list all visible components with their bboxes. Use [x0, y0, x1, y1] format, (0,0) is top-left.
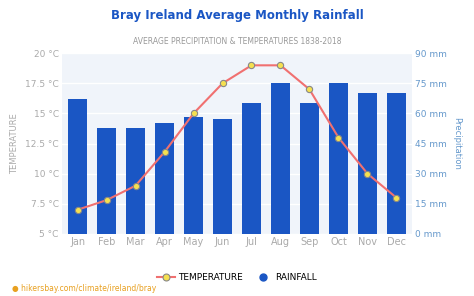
Bar	[387, 94, 406, 234]
Bar	[97, 128, 116, 234]
Bar	[300, 103, 319, 234]
Bar	[329, 83, 348, 234]
Bar	[271, 83, 290, 234]
Legend: TEMPERATURE, RAINFALL: TEMPERATURE, RAINFALL	[153, 269, 321, 286]
Text: Bray Ireland Average Monthly Rainfall: Bray Ireland Average Monthly Rainfall	[110, 9, 364, 22]
Text: ● hikersbay.com/climate/ireland/bray: ● hikersbay.com/climate/ireland/bray	[12, 284, 156, 293]
Bar	[242, 103, 261, 234]
Bar	[358, 94, 377, 234]
Y-axis label: TEMPERATURE: TEMPERATURE	[10, 113, 19, 174]
Y-axis label: Precipitation: Precipitation	[452, 117, 461, 170]
Bar	[213, 120, 232, 234]
Text: AVERAGE PRECIPITATION & TEMPERATURES 1838-2018: AVERAGE PRECIPITATION & TEMPERATURES 183…	[133, 37, 341, 46]
Bar	[126, 128, 145, 234]
Bar	[68, 99, 87, 234]
Bar	[155, 123, 174, 234]
Bar	[184, 118, 203, 234]
